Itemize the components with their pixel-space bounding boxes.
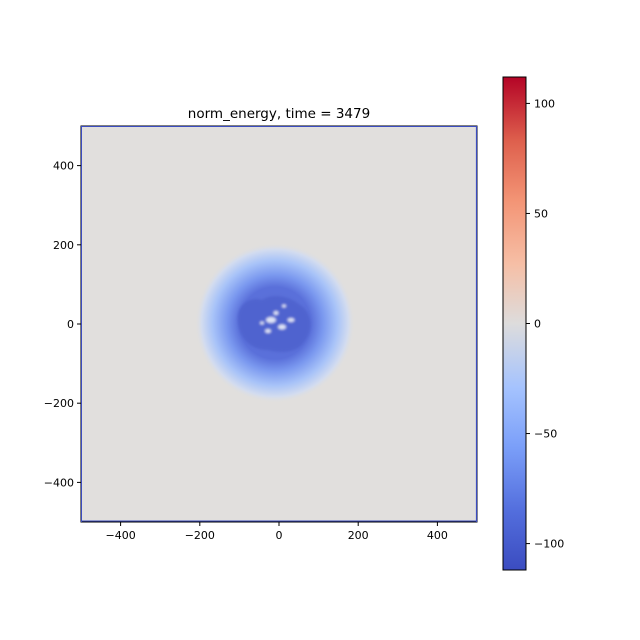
- y-tick-label: 400: [53, 160, 74, 173]
- core-region: [237, 296, 311, 352]
- colorbar-tick-label: −50: [534, 428, 557, 441]
- colorbar-tick-label: 50: [534, 207, 548, 220]
- x-tick-label: 0: [276, 529, 283, 542]
- x-tick-label: 200: [348, 529, 369, 542]
- y-tick-label: −400: [44, 476, 74, 489]
- colorbar-tick-label: 0: [534, 318, 541, 331]
- core-patches: [237, 296, 311, 352]
- x-tick-label: −400: [105, 529, 135, 542]
- y-tick-label: 200: [53, 239, 74, 252]
- colorbar-tick-label: 100: [534, 97, 555, 110]
- inner-patch: [287, 318, 295, 322]
- colorbar: −100 −50 0 50 100: [502, 76, 564, 571]
- y-axis: −400 −200 0 200 400: [44, 160, 81, 489]
- colorbar-tick-label: −100: [534, 538, 564, 551]
- x-axis: −400 −200 0 200 400: [105, 522, 448, 542]
- inner-patch: [282, 304, 286, 308]
- inner-patch: [273, 311, 279, 315]
- colorbar-ticks: −100 −50 0 50 100: [526, 97, 564, 551]
- x-tick-label: −200: [185, 529, 215, 542]
- inner-patch: [278, 324, 286, 330]
- inner-patch: [260, 321, 264, 325]
- colorbar-gradient: [502, 76, 527, 571]
- inner-patch: [266, 317, 276, 323]
- y-tick-label: −200: [44, 397, 74, 410]
- heatmap-axes: [80, 125, 478, 523]
- y-tick-label: 0: [67, 318, 74, 331]
- inner-patch: [265, 329, 271, 333]
- chart-title: norm_energy, time = 3479: [188, 106, 370, 122]
- x-tick-label: 400: [427, 529, 448, 542]
